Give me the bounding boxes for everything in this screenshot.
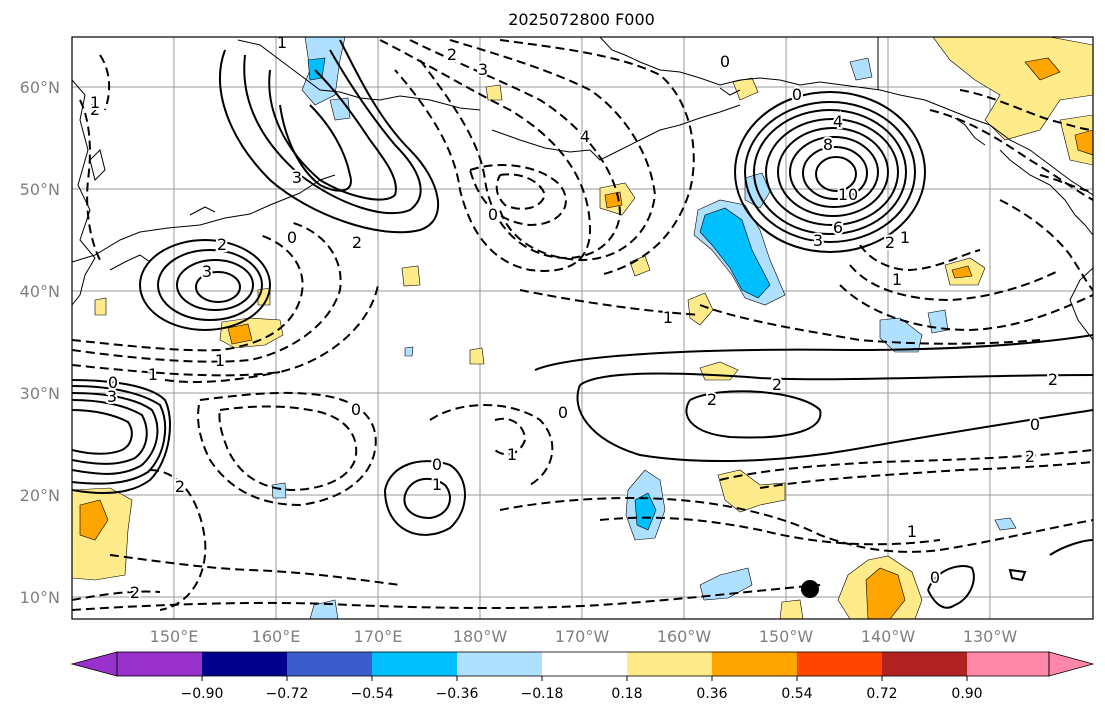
colorbar-label: 0.54 — [781, 686, 812, 702]
contour-label: 3 — [107, 387, 117, 406]
colorbar-bin — [797, 652, 882, 676]
lon-label: 140°W — [861, 627, 916, 646]
colorbar: −0.90 −0.72 −0.54 −0.36 −0.18 0.18 0.36 … — [70, 651, 1095, 702]
contour-label: 2 — [352, 233, 362, 252]
contour-label: 0 — [930, 568, 940, 587]
storm-center-marker — [801, 580, 819, 598]
contour-label: 2 — [130, 583, 140, 602]
colorbar-bin — [967, 652, 1049, 676]
contour-label: 4 — [580, 127, 590, 146]
lon-label: 170°W — [555, 627, 610, 646]
contour-label: 0 — [488, 205, 498, 224]
colorbar-bin — [712, 652, 797, 676]
lon-label: 170°E — [354, 627, 403, 646]
contour-label: 3 — [813, 231, 823, 250]
contour-label: 2 — [885, 233, 895, 252]
colorbar-label: −0.18 — [521, 686, 564, 702]
lon-label: 160°E — [252, 627, 301, 646]
contour-label: 1 — [663, 308, 673, 327]
contour-label: 2 — [90, 100, 100, 119]
lat-label: 40°N — [20, 282, 60, 301]
lon-label: 150°W — [759, 627, 814, 646]
contour-label: 1 — [892, 270, 902, 289]
colorbar-label: 0.90 — [951, 686, 982, 702]
contour-label: 0 — [287, 228, 297, 247]
contour-label: 3 — [292, 168, 302, 187]
contour-label: 2 — [175, 477, 185, 496]
contour-label: 0 — [792, 85, 802, 104]
lat-label: 60°N — [20, 78, 60, 97]
contour-label: 8 — [823, 135, 833, 154]
lon-label: 130°W — [963, 627, 1018, 646]
contour-label: 1 — [277, 33, 287, 52]
colorbar-extend-low — [70, 651, 118, 677]
lon-label: 150°E — [150, 627, 199, 646]
contour-label: 3 — [202, 262, 212, 281]
colorbar-label: −0.72 — [266, 686, 309, 702]
contour-label: 1 — [148, 365, 158, 384]
contour-label: 1 — [432, 475, 442, 494]
contour-label: 10 — [838, 185, 858, 204]
colorbar-label: −0.36 — [436, 686, 479, 702]
contour-labels: 1 2 3 2 0 2 3 1 1 0 2 1 0 3 4 2 4 0 0 8 … — [88, 33, 1060, 604]
colorbar-bin — [627, 652, 712, 676]
contour-label: 1 — [907, 522, 917, 541]
contour-label: 2 — [1048, 370, 1058, 389]
map-title: 2025072800 F000 — [508, 10, 655, 29]
contour-label: 2 — [772, 375, 782, 394]
colorbar-label: −0.90 — [181, 686, 224, 702]
contour-label: 0 — [720, 52, 730, 71]
contour-label: 4 — [833, 112, 843, 131]
colorbar-label: 0.36 — [696, 686, 727, 702]
contour-label: 2 — [1025, 447, 1035, 466]
colorbar-bin — [117, 652, 202, 676]
contour-label: 2 — [447, 45, 457, 64]
colorbar-label: 0.18 — [611, 686, 642, 702]
contours-negative — [72, 39, 1093, 611]
contour-label: 1 — [215, 351, 225, 370]
contour-label: 0 — [351, 400, 361, 419]
colorbar-bin — [202, 652, 287, 676]
colorbar-bin — [372, 652, 457, 676]
longitude-labels: 150°E 160°E 170°E 180°W 170°W 160°W 150°… — [150, 627, 1018, 646]
colorbar-extend-high — [1048, 651, 1095, 677]
contour-label: 6 — [833, 218, 843, 237]
shading-positive — [72, 37, 1093, 619]
colorbar-label: −0.54 — [351, 686, 394, 702]
contours-positive — [72, 39, 1093, 609]
contour-label: 1 — [90, 93, 100, 112]
coastlines — [72, 37, 1093, 341]
latitude-labels: 60°N 50°N 40°N 30°N 20°N 10°N — [20, 78, 60, 607]
colorbar-bin — [287, 652, 372, 676]
colorbar-label: 0.72 — [866, 686, 897, 702]
colorbar-ticks — [201, 676, 968, 681]
contour-label: 0 — [1030, 415, 1040, 434]
shading-negative — [271, 37, 1017, 619]
lat-label: 50°N — [20, 180, 60, 199]
contour-label: 3 — [478, 60, 488, 79]
colorbar-bin — [542, 652, 627, 676]
lat-label: 20°N — [20, 486, 60, 505]
colorbar-outline — [116, 651, 1050, 677]
plot-frame — [71, 36, 1094, 620]
lon-label: 180°W — [453, 627, 508, 646]
contour-label: 0 — [108, 373, 118, 392]
contour-label: 1 — [507, 445, 517, 464]
contour-label: 1 — [900, 228, 910, 247]
lat-label: 30°N — [20, 384, 60, 403]
colorbar-bin — [882, 652, 967, 676]
contour-label: 0 — [432, 455, 442, 474]
contour-label: 2 — [707, 390, 717, 409]
contour-label: 0 — [558, 403, 568, 422]
colorbar-bin — [457, 652, 542, 676]
lat-label: 10°N — [20, 588, 60, 607]
contour-label: 2 — [217, 235, 227, 254]
lon-label: 160°W — [657, 627, 712, 646]
